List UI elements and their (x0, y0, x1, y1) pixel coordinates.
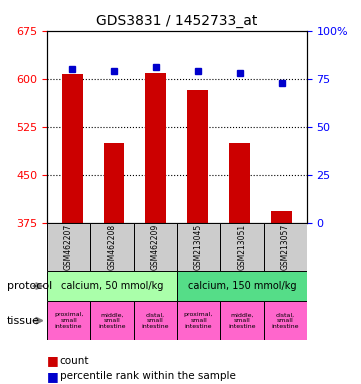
Text: GSM213057: GSM213057 (281, 223, 290, 270)
Text: GSM462207: GSM462207 (64, 223, 73, 270)
Text: proximal,
small
intestine: proximal, small intestine (184, 312, 213, 329)
Text: proximal,
small
intestine: proximal, small intestine (54, 312, 83, 329)
FancyBboxPatch shape (134, 223, 177, 271)
Text: distal,
small
intestine: distal, small intestine (271, 312, 299, 329)
Text: percentile rank within the sample: percentile rank within the sample (60, 371, 235, 381)
Text: calcium, 150 mmol/kg: calcium, 150 mmol/kg (188, 281, 296, 291)
Bar (104, 143, 125, 223)
Text: calcium, 50 mmol/kg: calcium, 50 mmol/kg (61, 281, 163, 291)
Text: distal,
small
intestine: distal, small intestine (142, 312, 169, 329)
FancyBboxPatch shape (264, 223, 307, 271)
FancyBboxPatch shape (264, 301, 307, 340)
Text: protocol: protocol (7, 281, 52, 291)
FancyBboxPatch shape (134, 301, 177, 340)
Text: count: count (60, 356, 89, 366)
FancyBboxPatch shape (220, 301, 264, 340)
Text: ■: ■ (47, 354, 59, 367)
Text: GSM462208: GSM462208 (108, 223, 116, 270)
FancyBboxPatch shape (47, 301, 90, 340)
Text: tissue: tissue (7, 316, 40, 326)
Bar (187, 89, 208, 223)
FancyBboxPatch shape (177, 301, 220, 340)
Text: middle,
small
intestine: middle, small intestine (228, 312, 256, 329)
FancyBboxPatch shape (47, 223, 90, 271)
Bar (229, 143, 250, 223)
Title: GDS3831 / 1452733_at: GDS3831 / 1452733_at (96, 14, 258, 28)
Text: GSM213045: GSM213045 (194, 223, 203, 270)
FancyBboxPatch shape (47, 271, 177, 301)
Text: GSM213051: GSM213051 (238, 223, 246, 270)
FancyBboxPatch shape (220, 223, 264, 271)
FancyBboxPatch shape (177, 271, 307, 301)
Bar (271, 211, 292, 223)
FancyBboxPatch shape (90, 301, 134, 340)
FancyBboxPatch shape (90, 223, 134, 271)
Text: middle,
small
intestine: middle, small intestine (98, 312, 126, 329)
FancyBboxPatch shape (177, 223, 220, 271)
Text: ■: ■ (47, 370, 59, 383)
Bar (145, 73, 166, 223)
Text: GSM462209: GSM462209 (151, 223, 160, 270)
Bar (62, 74, 83, 223)
